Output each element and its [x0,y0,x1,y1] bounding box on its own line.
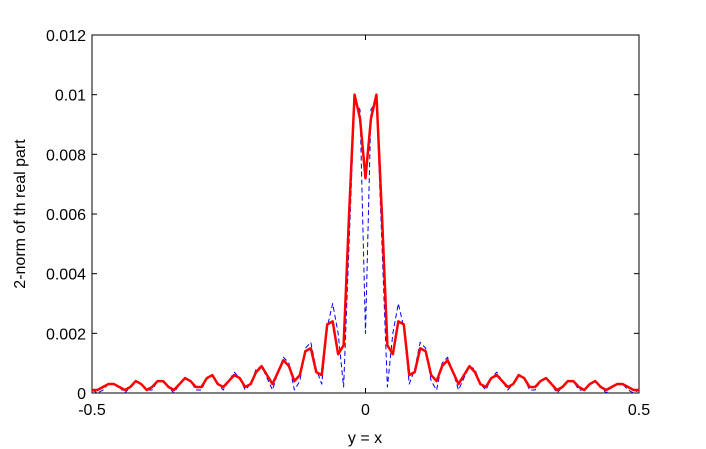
x-tick-label: 0.5 [628,402,650,419]
y-tick-label: 0.004 [46,267,86,284]
y-tick-label: 0.002 [46,326,86,343]
x-axis-label: y = x [348,430,382,447]
plot-box [91,34,640,394]
y-tick-label: 0.008 [46,147,86,164]
x-tick-label: 0 [361,402,370,419]
y-tick-label: 0 [77,386,86,403]
y-axis-label: 2-norm of th real part [12,139,29,289]
y-tick-label: 0.01 [55,88,86,105]
y-tick-label: 0.012 [46,28,86,45]
series-line [92,93,639,392]
x-tick-label: -0.5 [78,402,106,419]
y-tick-label: 0.006 [46,207,86,224]
